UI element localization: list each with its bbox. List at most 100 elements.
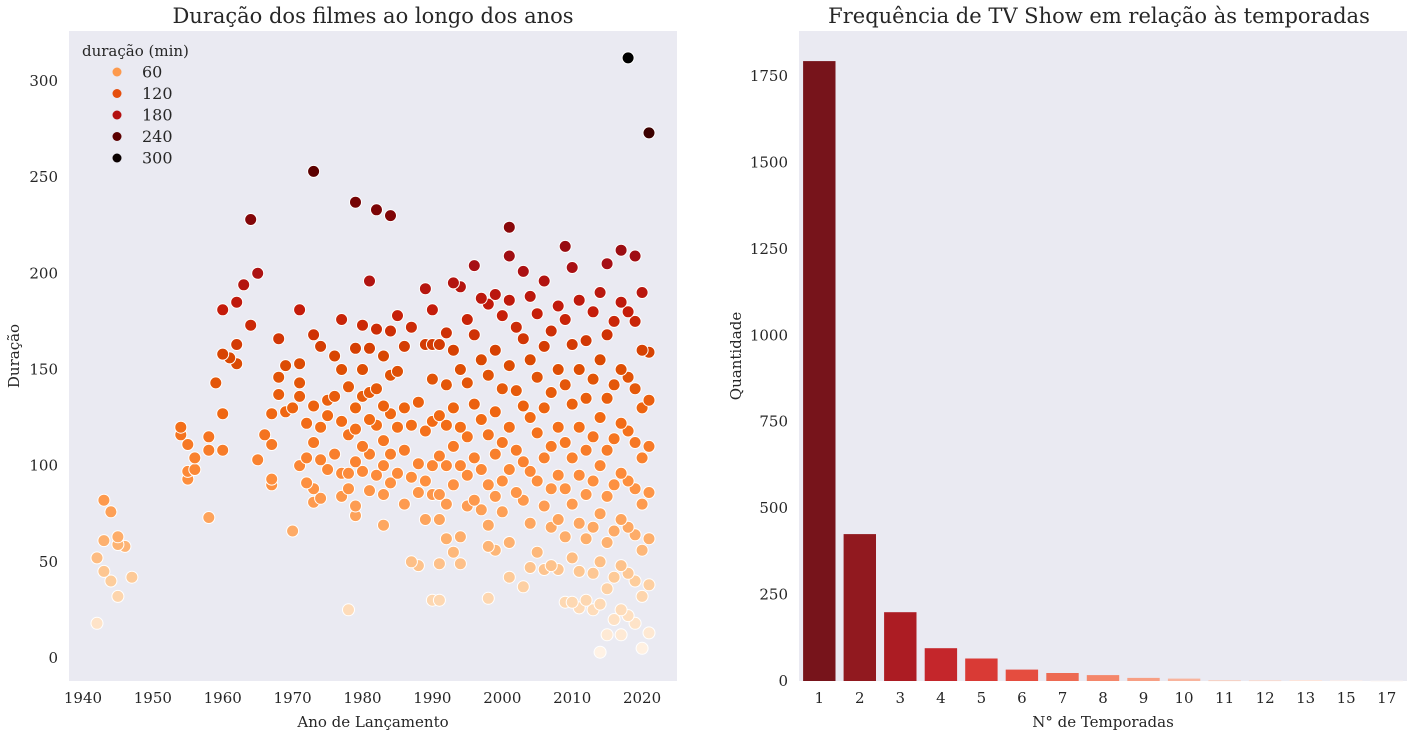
scatter-point bbox=[446, 343, 460, 357]
scatter-point bbox=[642, 578, 656, 592]
scatter-point bbox=[279, 359, 293, 373]
scatter-point bbox=[558, 239, 572, 253]
bar-y-tick-label: 250 bbox=[759, 586, 788, 604]
scatter-point bbox=[377, 459, 390, 473]
scatter-point bbox=[516, 399, 530, 413]
bar-4 bbox=[924, 648, 958, 681]
scatter-point bbox=[286, 524, 300, 538]
bar-y-tick-label: 500 bbox=[759, 499, 788, 517]
scatter-point bbox=[349, 422, 362, 436]
scatter-point bbox=[481, 428, 495, 442]
scatter-point bbox=[425, 459, 439, 473]
scatter-point bbox=[377, 399, 390, 413]
scatter-point bbox=[607, 524, 621, 538]
scatter-point bbox=[502, 420, 516, 434]
bar-12 bbox=[1248, 680, 1282, 682]
scatter-point bbox=[628, 249, 642, 263]
scatter-point bbox=[202, 430, 216, 444]
scatter-point bbox=[558, 482, 572, 496]
scatter-point bbox=[342, 380, 355, 394]
scatter-point bbox=[565, 397, 579, 411]
scatter-point bbox=[293, 376, 307, 390]
scatter-point bbox=[544, 559, 558, 573]
scatter-point bbox=[565, 551, 579, 565]
scatter-point bbox=[635, 641, 649, 655]
bar-y-tick-label: 1000 bbox=[750, 326, 788, 344]
scatter-point bbox=[537, 451, 551, 465]
bar-x-tick-label: 17 bbox=[1377, 689, 1396, 707]
scatter-point bbox=[391, 364, 404, 378]
scatter-point bbox=[216, 347, 230, 361]
scatter-point bbox=[202, 443, 216, 457]
scatter-point bbox=[216, 443, 230, 457]
scatter-point bbox=[97, 564, 111, 578]
scatter-y-ticks: 0 50 100 150 200 250 300 bbox=[29, 72, 58, 667]
scatter-point bbox=[467, 328, 481, 342]
scatter-point bbox=[635, 451, 649, 465]
scatter-point bbox=[600, 328, 614, 342]
scatter-point bbox=[600, 628, 614, 642]
scatter-point bbox=[642, 393, 656, 407]
scatter-point bbox=[579, 334, 593, 348]
scatter-point bbox=[516, 264, 530, 278]
scatter-point bbox=[621, 305, 635, 319]
scatter-point bbox=[418, 474, 432, 488]
scatter-point bbox=[586, 372, 600, 386]
scatter-point bbox=[314, 491, 328, 505]
scatter-point bbox=[97, 534, 111, 548]
scatter-point bbox=[356, 439, 369, 453]
scatter-point bbox=[509, 384, 523, 398]
scatter-point bbox=[90, 616, 104, 630]
legend-marker bbox=[112, 132, 122, 141]
scatter-point bbox=[300, 416, 314, 430]
scatter-point bbox=[586, 305, 600, 319]
scatter-point bbox=[495, 436, 509, 449]
scatter-point bbox=[593, 411, 607, 424]
scatter-point bbox=[446, 401, 460, 415]
scatter-point bbox=[418, 424, 432, 438]
scatter-point bbox=[328, 389, 342, 403]
scatter-point bbox=[432, 338, 446, 351]
scatter-point bbox=[391, 466, 404, 480]
scatter-point bbox=[432, 593, 446, 607]
scatter-point bbox=[614, 513, 628, 526]
bar-title: Frequência de TV Show em relação às temp… bbox=[828, 4, 1370, 28]
bar-10 bbox=[1167, 678, 1201, 681]
scatter-point bbox=[628, 314, 642, 328]
scatter-point bbox=[349, 401, 362, 415]
scatter-point bbox=[558, 530, 572, 544]
scatter-point bbox=[572, 516, 586, 530]
scatter-point bbox=[216, 407, 230, 421]
scatter-point bbox=[579, 391, 593, 405]
scatter-point bbox=[314, 339, 328, 353]
scatter-point bbox=[307, 436, 321, 449]
bar-y-tick-label: 750 bbox=[759, 413, 788, 431]
legend-entry-label: 60 bbox=[142, 63, 162, 82]
scatter-point bbox=[293, 303, 307, 317]
scatter-point bbox=[614, 363, 628, 376]
scatter-point bbox=[432, 557, 446, 571]
scatter-point bbox=[565, 261, 579, 274]
legend-entry-label: 120 bbox=[142, 84, 173, 103]
scatter-point bbox=[481, 539, 495, 553]
bar-1 bbox=[803, 61, 836, 682]
scatter-point bbox=[523, 289, 537, 303]
scatter-point bbox=[384, 209, 397, 223]
scatter-point bbox=[188, 463, 202, 476]
scatter-point bbox=[230, 338, 244, 351]
scatter-point bbox=[572, 564, 586, 578]
bar-5 bbox=[965, 658, 998, 681]
scatter-point bbox=[642, 126, 656, 140]
scatter-point bbox=[384, 324, 397, 338]
scatter-point bbox=[209, 376, 223, 390]
scatter-point bbox=[321, 463, 335, 476]
scatter-point bbox=[453, 459, 467, 473]
scatter-point bbox=[551, 363, 565, 376]
bar-x-tick-label: 7 bbox=[1058, 689, 1068, 707]
scatter-point bbox=[174, 420, 188, 434]
scatter-point bbox=[370, 382, 383, 396]
scatter-y-tick-label: 150 bbox=[29, 360, 58, 378]
scatter-point bbox=[467, 493, 481, 507]
bar-2 bbox=[843, 534, 876, 681]
scatter-point bbox=[600, 257, 614, 271]
